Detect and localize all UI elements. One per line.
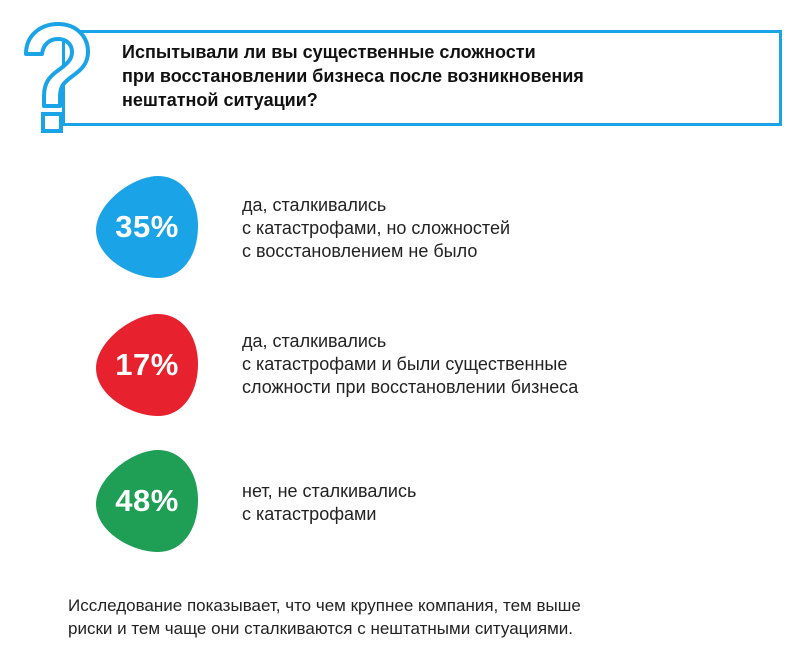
blob-shape [96,450,198,552]
percent-blob: 35% [92,172,202,282]
percent-blob: 17% [92,310,202,420]
question-title: Испытывали ли вы существенные сложности … [122,42,584,110]
question-box [62,30,782,126]
blob-shape [96,314,198,416]
blob-shape [96,176,198,278]
percent-label: 48% [115,483,179,518]
answer-item-yes-no-difficulties: 35% да, сталкивались с катастрофами, но … [0,172,800,292]
percent-label: 17% [115,347,179,382]
answer-text: да, сталкивались с катастрофами и были с… [242,331,579,397]
answer-item-yes-with-difficulties: 17% да, сталкивались с катастрофами и бы… [0,310,800,430]
percent-blob: 48% [92,446,202,556]
answer-item-no: 48% нет, не сталкивались с катастрофами [0,446,800,566]
percent-label: 35% [115,209,179,244]
answer-text: да, сталкивались с катастрофами, но слож… [242,195,511,261]
question-mark-icon [24,22,90,133]
answer-text: нет, не сталкивались с катастрофами [242,481,417,524]
footer-note: Исследование показывает, что чем крупнее… [68,596,581,638]
